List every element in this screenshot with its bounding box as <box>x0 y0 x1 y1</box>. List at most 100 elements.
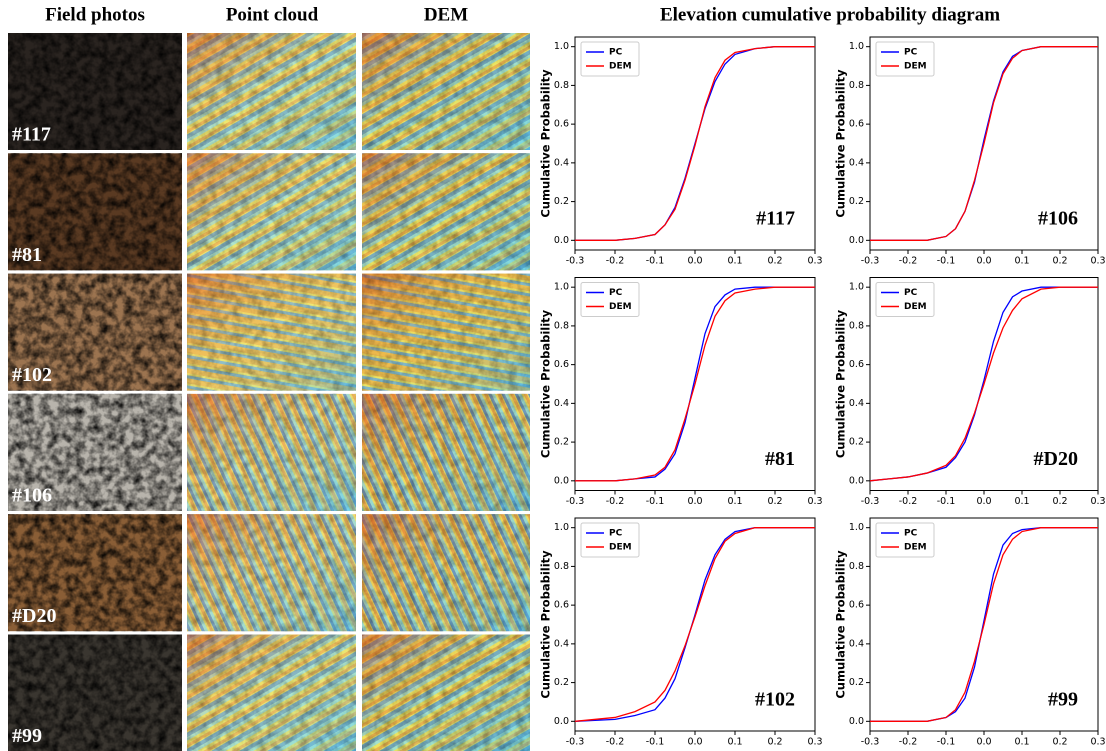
legend-box <box>580 522 640 558</box>
column-header: Elevation cumulative probability diagram <box>660 4 1000 25</box>
column-header: Point cloud <box>226 4 319 25</box>
x-tick-label: -0.3 <box>566 256 585 267</box>
legend-label: DEM <box>904 62 927 72</box>
cdf-chart: -0.3 -0.2 -0.1 0.0 0.1 0.2 0.3 0.0 0.2 0.4 0.6 0.8 1… <box>834 277 1106 507</box>
y-tick-label: 1.0 <box>849 41 864 52</box>
y-tick-label: 0.6 <box>849 119 864 130</box>
x-tick-label: 0.2 <box>1052 496 1067 507</box>
x-tick-label: 0.2 <box>1052 256 1067 267</box>
x-tick-label: 0.0 <box>976 256 991 267</box>
y-tick-label: 0.0 <box>554 235 569 246</box>
y-tick-label: 0.2 <box>554 437 569 448</box>
y-axis-label: Cumulative Probability <box>539 69 553 218</box>
y-tick-label: 0.6 <box>554 119 569 130</box>
x-tick-label: 0.0 <box>687 256 702 267</box>
legend-label: DEM <box>609 302 632 312</box>
x-tick-label: 0.1 <box>727 737 742 748</box>
cdf-line <box>870 527 1098 722</box>
y-axis-label: Cumulative Probability <box>834 550 848 699</box>
y-tick-label: 1.0 <box>554 41 569 52</box>
row-label: #D20 <box>12 605 56 627</box>
photo-texture <box>8 273 182 391</box>
y-tick-label: 0.8 <box>849 320 864 331</box>
chart-annotation: #99 <box>1048 689 1078 711</box>
y-tick-label: 0.0 <box>554 475 569 486</box>
legend-label: DEM <box>609 543 632 553</box>
legend-box <box>580 41 640 77</box>
x-tick-label: -0.2 <box>606 496 625 507</box>
legend-label: PC <box>904 48 918 58</box>
legend-label: PC <box>609 288 623 298</box>
x-tick-label: 0.0 <box>976 496 991 507</box>
charts: -0.3 -0.2 -0.1 0.0 0.1 0.2 0.3 0.0 0.2 0.4 0.6 0.8 1… <box>539 36 1106 748</box>
x-tick-label: -0.3 <box>861 496 880 507</box>
row-label: #102 <box>12 364 52 386</box>
y-axis-label: Cumulative Probability <box>539 309 553 458</box>
y-axis-label: Cumulative Probability <box>834 309 848 458</box>
photo-texture <box>8 153 182 271</box>
x-tick-label: -0.2 <box>899 256 918 267</box>
y-tick-label: 0.2 <box>554 677 569 688</box>
legend-box <box>875 41 935 77</box>
x-tick-label: 0.2 <box>767 256 782 267</box>
chart-annotation: #102 <box>755 689 795 711</box>
x-tick-label: -0.2 <box>606 256 625 267</box>
image-texture <box>362 33 530 150</box>
y-tick-label: 0.6 <box>554 600 569 611</box>
x-tick-label: 0.0 <box>687 737 702 748</box>
y-tick-label: 0.6 <box>849 359 864 370</box>
chart-annotation: #106 <box>1038 208 1078 230</box>
cdf-chart: -0.3 -0.2 -0.1 0.0 0.1 0.2 0.3 0.0 0.2 0.4 0.6 0.8 1… <box>834 517 1106 748</box>
x-tick-label: 0.1 <box>1014 256 1029 267</box>
chart-annotation: #117 <box>756 208 795 230</box>
x-tick-label: 0.2 <box>767 496 782 507</box>
x-tick-label: 0.1 <box>1014 737 1029 748</box>
y-tick-label: 0.2 <box>849 196 864 207</box>
cdf-line <box>870 46 1098 241</box>
cdf-line <box>869 286 1098 482</box>
cdf-line <box>575 286 815 482</box>
chart-annotation: #D20 <box>1034 448 1078 470</box>
row-label: #117 <box>12 124 51 146</box>
cdf-chart: -0.3 -0.2 -0.1 0.0 0.1 0.2 0.3 0.0 0.2 0.4 0.6 0.8 1… <box>539 277 823 507</box>
x-tick-label: -0.1 <box>646 256 665 267</box>
y-tick-label: 0.2 <box>849 437 864 448</box>
x-tick-label: 0.3 <box>1090 496 1105 507</box>
legend-label: DEM <box>904 543 927 553</box>
column-header: DEM <box>424 4 468 25</box>
y-tick-label: 0.0 <box>849 235 864 246</box>
y-tick-label: 0.8 <box>554 561 569 572</box>
y-tick-label: 0.0 <box>554 716 569 727</box>
legend-label: DEM <box>904 302 927 312</box>
y-tick-label: 0.4 <box>554 638 569 649</box>
row-label: #99 <box>12 725 42 747</box>
x-tick-label: 0.1 <box>727 256 742 267</box>
photo-texture <box>8 634 182 751</box>
y-tick-label: 0.4 <box>849 398 864 409</box>
column-header: Field photos <box>45 4 145 25</box>
y-tick-label: 0.8 <box>554 320 569 331</box>
y-tick-label: 1.0 <box>554 282 569 293</box>
y-tick-label: 0.0 <box>849 716 864 727</box>
x-tick-label: -0.3 <box>861 737 880 748</box>
y-tick-label: 1.0 <box>849 522 864 533</box>
image-texture <box>362 273 530 391</box>
photo-texture <box>8 393 182 511</box>
x-tick-label: -0.1 <box>937 496 956 507</box>
image-texture <box>362 153 530 271</box>
y-tick-label: 0.2 <box>554 196 569 207</box>
cdf-chart: -0.3 -0.2 -0.1 0.0 0.1 0.2 0.3 0.0 0.2 0.4 0.6 0.8 1… <box>539 36 823 267</box>
photo-texture <box>8 514 182 632</box>
image-texture <box>187 153 356 271</box>
image-texture <box>187 393 356 511</box>
y-tick-label: 0.4 <box>554 398 569 409</box>
y-axis-label: Cumulative Probability <box>834 69 848 218</box>
chart-annotation: #81 <box>765 448 795 470</box>
legend-label: PC <box>904 529 918 539</box>
x-tick-label: -0.2 <box>606 737 625 748</box>
x-tick-label: 0.2 <box>767 737 782 748</box>
row-label: #81 <box>12 244 42 266</box>
image-texture <box>362 634 530 751</box>
x-tick-label: 0.2 <box>1052 737 1067 748</box>
